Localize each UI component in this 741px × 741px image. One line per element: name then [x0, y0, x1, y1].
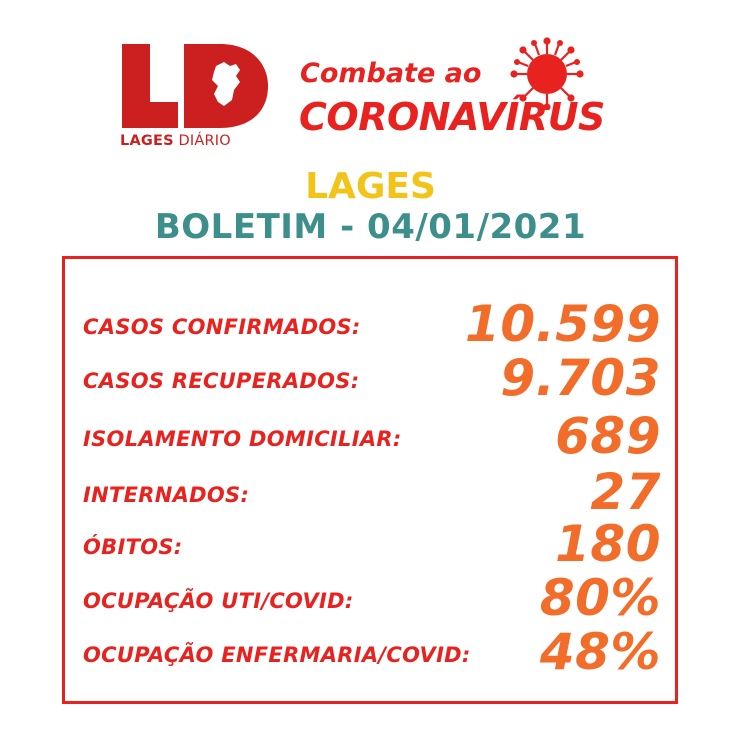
stat-value: 689 [555, 407, 661, 465]
stat-value: 180 [555, 515, 661, 573]
ld-logo-mark [122, 44, 268, 128]
lages-diario-logo: LAGES DIÁRIO [120, 40, 270, 155]
stat-label: OCUPAÇÃO ENFERMARIA/COVID: [83, 643, 471, 667]
stat-row: CASOS RECUPERADOS: 9.703 [65, 345, 675, 407]
stat-value: 9.703 [500, 349, 661, 407]
bulletin-date: BOLETIM - 04/01/2021 [154, 207, 587, 247]
stat-value: 10.599 [465, 295, 661, 353]
coronavirus-icon [510, 37, 584, 110]
stat-row: ISOLAMENTO DOMICILIAR: 689 [65, 403, 675, 465]
logo-caption: LAGES DIÁRIO [120, 133, 231, 149]
stat-value: 80% [539, 569, 661, 627]
campaign-subtitle: Combate ao [300, 58, 482, 89]
stat-label: INTERNADOS: [83, 483, 250, 507]
stat-row: OCUPAÇÃO UTI/COVID: 80% [65, 565, 675, 627]
stat-value: 27 [590, 463, 661, 521]
stat-value: 48% [539, 623, 661, 681]
stat-row: INTERNADOS: 27 [65, 459, 675, 521]
stat-row: ÓBITOS: 180 [65, 511, 675, 573]
stat-row: CASOS CONFIRMADOS: 10.599 [65, 291, 675, 353]
city-title: LAGES [305, 166, 436, 207]
stat-row: OCUPAÇÃO ENFERMARIA/COVID: 48% [65, 619, 675, 681]
stat-label: ÓBITOS: [83, 535, 183, 559]
stat-label: OCUPAÇÃO UTI/COVID: [83, 589, 354, 613]
stat-label: CASOS RECUPERADOS: [83, 369, 360, 393]
stat-label: CASOS CONFIRMADOS: [83, 315, 361, 339]
stats-panel: CASOS CONFIRMADOS: 10.599 CASOS RECUPERA… [62, 256, 678, 704]
campaign-title: CORONAVÍRUS [299, 95, 605, 139]
stat-label: ISOLAMENTO DOMICILIAR: [83, 427, 402, 451]
